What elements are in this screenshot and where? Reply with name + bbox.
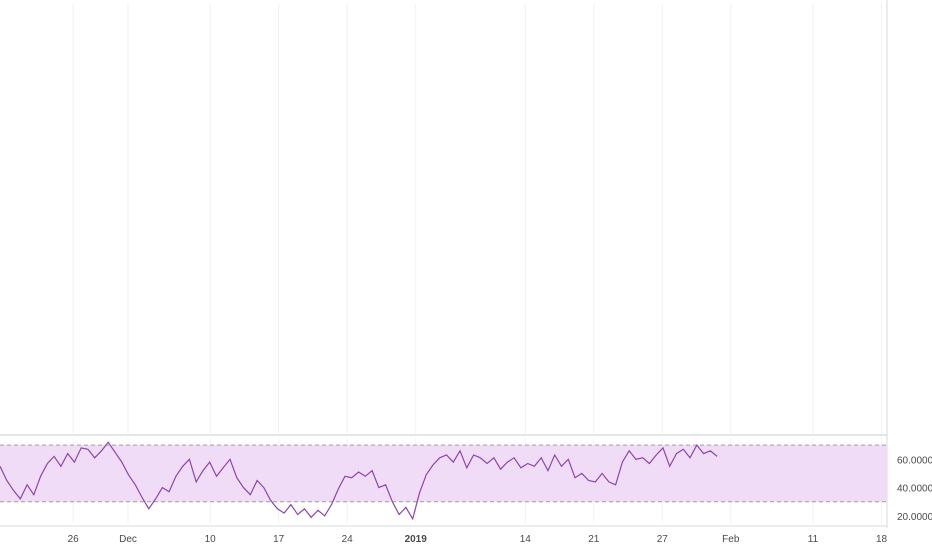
rsi-axis-tick-label: 60.0000 (897, 455, 932, 466)
time-axis-tick-label: 26 (68, 534, 80, 545)
rsi-axis-tick-label: 20.0000 (897, 512, 932, 523)
time-axis-tick-label: 10 (205, 534, 217, 545)
time-axis-tick-label: 11 (808, 534, 819, 545)
time-axis-tick-label: 18 (876, 534, 888, 545)
time-axis-tick-label: Feb (722, 534, 740, 545)
rsi-band-fill (0, 445, 887, 502)
time-axis-tick-label: 24 (342, 534, 354, 545)
time-axis-tick-label: 27 (657, 534, 669, 545)
time-axis-tick-label: 17 (273, 534, 285, 545)
time-axis-tick-label: 2019 (405, 534, 428, 545)
time-axis-tick-label: 21 (588, 534, 600, 545)
rsi-line (0, 441, 718, 521)
time-axis-tick-label: 14 (520, 534, 532, 545)
rsi-axis-tick-label: 40.0000 (897, 484, 932, 495)
time-axis-tick-label: Dec (119, 534, 137, 545)
